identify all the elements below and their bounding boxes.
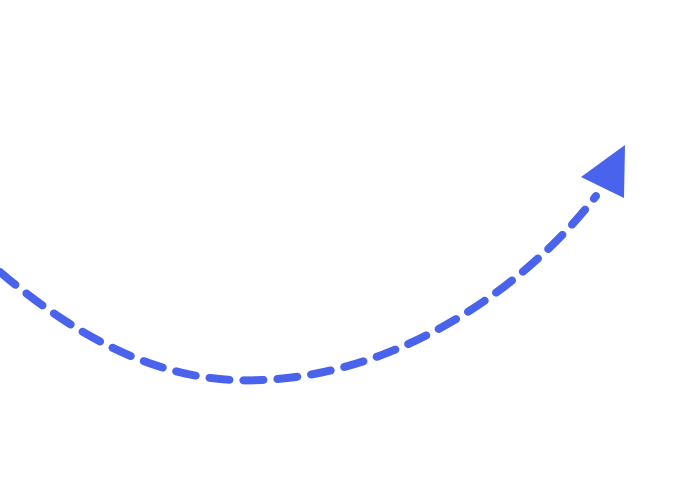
arrow-head	[581, 145, 625, 198]
dashed-curve	[0, 192, 600, 385]
